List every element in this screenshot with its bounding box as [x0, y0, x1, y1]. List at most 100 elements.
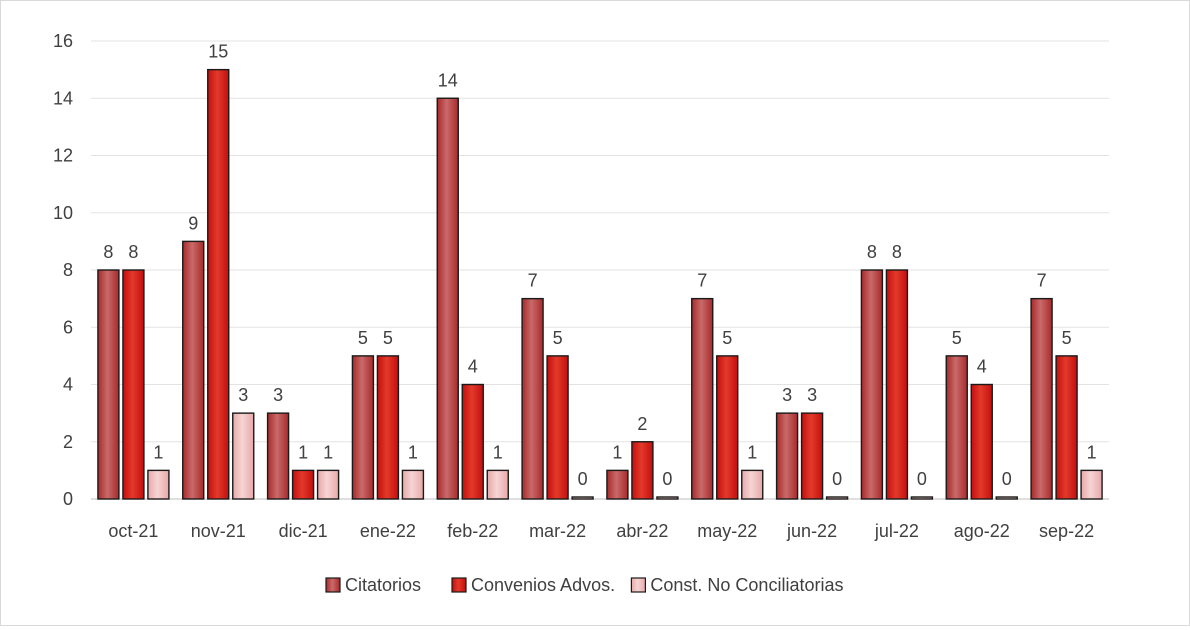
bar: [376, 355, 400, 500]
bar: [800, 412, 824, 500]
legend-swatch: [451, 577, 467, 593]
bar: [1030, 297, 1053, 500]
data-label: 7: [1037, 271, 1047, 291]
data-label: 3: [807, 385, 817, 405]
bar: [995, 496, 1018, 500]
legend-label: Convenios Advos.: [471, 575, 615, 595]
bar: [521, 297, 544, 500]
bars: [97, 68, 1103, 500]
bar: [571, 496, 594, 500]
data-label: 5: [358, 328, 368, 348]
x-tick-label: mar-22: [529, 521, 586, 541]
data-label: 0: [662, 469, 672, 489]
legend-swatch: [325, 577, 341, 593]
y-tick-label: 12: [53, 146, 73, 166]
bar: [691, 297, 714, 500]
bar: [1080, 469, 1103, 500]
data-label: 0: [1002, 469, 1012, 489]
legend-label: Citatorios: [345, 575, 421, 595]
x-tick-label: dic-21: [279, 521, 328, 541]
bar: [716, 355, 739, 500]
data-label: 1: [408, 442, 418, 462]
y-tick-label: 4: [63, 375, 73, 395]
legend: Citatorios Convenios Advos. Const. No Conc…: [325, 575, 843, 595]
data-label: 3: [782, 385, 792, 405]
data-label: 4: [468, 357, 478, 377]
data-label: 5: [553, 328, 563, 348]
data-label: 8: [128, 242, 138, 262]
bar: [351, 355, 375, 500]
x-tick-label: oct-21: [108, 521, 158, 541]
data-label: 0: [578, 469, 588, 489]
bar: [546, 355, 569, 500]
y-tick-label: 14: [53, 88, 73, 108]
data-label: 8: [892, 242, 902, 262]
data-label: 1: [1087, 442, 1097, 462]
data-label: 5: [722, 328, 732, 348]
legend-swatch: [630, 577, 647, 593]
data-label: 8: [867, 242, 877, 262]
x-tick-label: sep-22: [1039, 521, 1094, 541]
data-label: 7: [528, 271, 538, 291]
bar: [606, 469, 629, 500]
x-tick-label: abr-22: [616, 521, 668, 541]
bar: [825, 496, 849, 500]
data-label: 1: [153, 442, 163, 462]
data-label: 14: [438, 70, 458, 90]
legend-label: Const. No Conciliatorias: [650, 575, 843, 595]
bar: [316, 469, 340, 500]
x-tick-label: jul-22: [874, 521, 919, 541]
x-axis: oct-21 nov-21 dic-21 ene-22 feb-22 mar-22 abr-…: [108, 521, 1094, 541]
x-tick-label: jun-22: [786, 521, 837, 541]
data-label: 1: [323, 442, 333, 462]
bar: [207, 68, 230, 500]
y-tick-label: 10: [53, 203, 73, 223]
bar: [656, 496, 679, 500]
data-label: 1: [493, 442, 503, 462]
bar: [232, 412, 255, 500]
bar: [461, 383, 484, 500]
data-label: 5: [383, 328, 393, 348]
data-label: 1: [298, 442, 308, 462]
x-tick-label: ene-22: [360, 521, 416, 541]
data-label: 7: [697, 271, 707, 291]
y-tick-label: 2: [63, 432, 73, 452]
bar: [945, 355, 968, 500]
bar: [910, 496, 934, 500]
bar: [486, 469, 509, 500]
bar: [970, 383, 993, 500]
data-label: 2: [637, 414, 647, 434]
y-tick-label: 6: [63, 317, 73, 337]
bar: [775, 412, 799, 500]
bar: [266, 412, 290, 500]
y-tick-label: 16: [53, 31, 73, 51]
data-label: 0: [917, 469, 927, 489]
bar: [1055, 355, 1078, 500]
y-axis: 0 2 4 6 8 10 12 14 16: [53, 31, 73, 509]
data-label: 8: [103, 242, 113, 262]
y-tick-label: 8: [63, 260, 73, 280]
bar: [182, 240, 205, 500]
bar: [97, 269, 120, 500]
bar: [401, 469, 425, 500]
bar: [885, 269, 909, 500]
data-label: 4: [977, 357, 987, 377]
x-tick-label: feb-22: [447, 521, 498, 541]
bar: [122, 269, 145, 500]
bar: [631, 441, 654, 500]
gridlines: [91, 40, 1109, 500]
data-label: 15: [208, 42, 228, 62]
bar: [291, 469, 315, 500]
bar: [147, 469, 170, 500]
x-tick-label: ago-22: [954, 521, 1010, 541]
data-label: 3: [273, 385, 283, 405]
data-label: 0: [832, 469, 842, 489]
data-label: 1: [612, 442, 622, 462]
x-tick-label: may-22: [697, 521, 757, 541]
bar: [436, 97, 459, 500]
data-label: 3: [238, 385, 248, 405]
data-label: 5: [952, 328, 962, 348]
